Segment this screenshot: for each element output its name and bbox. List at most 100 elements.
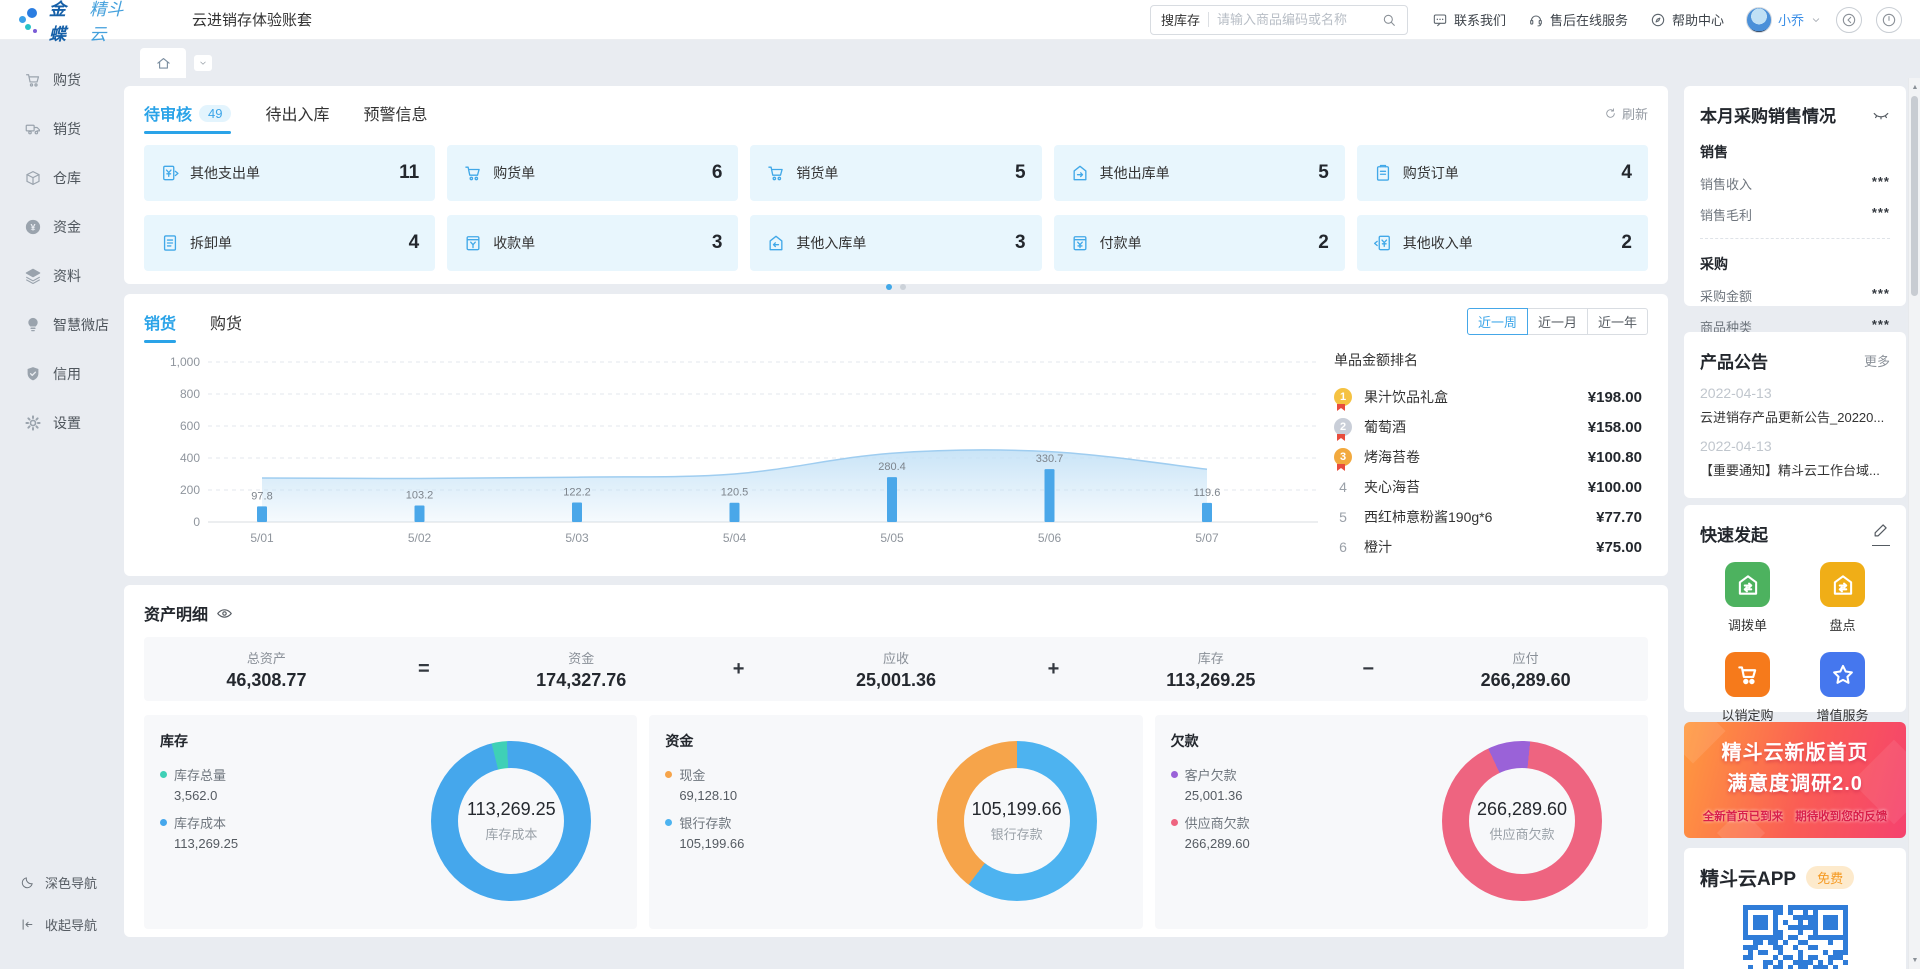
doc-label: 其他支出单: [190, 163, 260, 183]
doc-count: 3: [1015, 232, 1026, 254]
doc-card-disassembly[interactable]: 拆卸单4: [144, 215, 435, 271]
yen-in-doc-icon: [1373, 233, 1393, 253]
product-amount: ¥77.70: [1596, 509, 1642, 526]
search-icon[interactable]: [1381, 12, 1397, 28]
tab-sales[interactable]: 销货: [144, 310, 176, 334]
contact-us-link[interactable]: 联系我们: [1432, 10, 1506, 29]
doc-card-other-outbound[interactable]: 其他出库单5: [1054, 145, 1345, 201]
help-center-label: 帮助中心: [1672, 10, 1724, 29]
user-menu[interactable]: 小乔: [1746, 7, 1822, 33]
logout-button[interactable]: [1876, 7, 1902, 33]
doc-card-payment[interactable]: 付款单2: [1054, 215, 1345, 271]
doc-card-sales-order[interactable]: 销货单5: [750, 145, 1041, 201]
outbound-icon: [1070, 163, 1090, 183]
tab-pending-approval[interactable]: 待审核 49: [144, 101, 231, 125]
range-year-button[interactable]: 近一年: [1587, 308, 1648, 335]
doc-card-purchase-request[interactable]: 购货订单4: [1357, 145, 1648, 201]
workspace-switch-button[interactable]: [1836, 7, 1862, 33]
star-icon: [1830, 662, 1856, 688]
search-scope-label[interactable]: 搜库存: [1161, 10, 1200, 29]
after-sales-service-link[interactable]: 售后在线服务: [1528, 10, 1628, 29]
debts-donut-chart[interactable]: 266,289.60供应商欠款: [1442, 741, 1602, 901]
scroll-down-arrow[interactable]: ▼: [1909, 954, 1920, 966]
announcement-link[interactable]: 云进销存产品更新公告_20220...: [1700, 407, 1890, 426]
sales-trend-card: 销货 购货 近一周 近一月 近一年 02004006008001,00097.8…: [124, 294, 1668, 576]
doc-card-purchase-order[interactable]: 购货单6: [447, 145, 738, 201]
tab-label: 待出入库: [265, 101, 329, 125]
doc-card-other-income[interactable]: 其他收入单2: [1357, 215, 1648, 271]
sales-group-title: 销售: [1700, 142, 1890, 162]
shield-icon: [24, 365, 42, 383]
after-sales-label: 售后在线服务: [1550, 10, 1628, 29]
doc-label: 其他出库单: [1100, 163, 1170, 183]
product-amount: ¥158.00: [1588, 419, 1642, 436]
dark-nav-toggle[interactable]: 深色导航: [0, 867, 97, 897]
sidebar-item-purchase[interactable]: 购货: [0, 55, 110, 104]
tab-pending-in-out[interactable]: 待出入库: [265, 101, 329, 125]
more-link[interactable]: 更多: [1864, 351, 1890, 370]
collapse-nav-button[interactable]: 收起导航: [0, 909, 97, 939]
legend-dot: [160, 771, 167, 778]
eye-icon[interactable]: [216, 605, 233, 622]
sidebar-item-data[interactable]: 资料: [0, 251, 110, 300]
svg-text:97.8: 97.8: [251, 490, 272, 502]
ranking-row[interactable]: 4夹心海苔¥100.00: [1334, 472, 1642, 502]
quick-action-label: 盘点: [1829, 615, 1855, 634]
inventory-search[interactable]: 搜库存: [1150, 5, 1408, 35]
scroll-up-arrow[interactable]: ▲: [1909, 81, 1920, 93]
sidebar-item-sales[interactable]: 销货: [0, 104, 110, 153]
carousel-dot-2[interactable]: [900, 284, 906, 290]
ranking-row[interactable]: 1果汁饮品礼盒¥198.00: [1334, 382, 1642, 412]
home-tab[interactable]: [140, 48, 186, 78]
logo-mark-icon: [18, 7, 41, 33]
help-center-link[interactable]: 帮助中心: [1650, 10, 1724, 29]
cube-icon: [24, 169, 42, 187]
svg-text:600: 600: [180, 419, 200, 433]
svg-text:5/05: 5/05: [880, 531, 904, 545]
doc-card-other-inbound[interactable]: 其他入库单3: [750, 215, 1041, 271]
sidebar-item-smart-store[interactable]: 智慧微店: [0, 300, 110, 349]
sidebar-item-funds[interactable]: ¥资金: [0, 202, 110, 251]
asset-details-title: 资产明细: [144, 601, 208, 625]
quick-action-transfer[interactable]: 调拨单: [1700, 562, 1795, 634]
sidebar-item-warehouse[interactable]: 仓库: [0, 153, 110, 202]
announcement-link[interactable]: 【重要通知】精斗云工作台域...: [1700, 460, 1890, 479]
funds-panel: 资金 现金69,128.10 银行存款105,199.66 105,199.66…: [649, 715, 1142, 929]
ranking-row[interactable]: 6橙汁¥75.00: [1334, 532, 1642, 562]
quick-action-stocktake[interactable]: 盘点: [1795, 562, 1890, 634]
survey-banner[interactable]: 精斗云新版首页 满意度调研2.0 全新首页已到来期待收到您的反馈: [1684, 722, 1906, 838]
doc-card-other-expense[interactable]: 其他支出单11: [144, 145, 435, 201]
svg-text:200: 200: [180, 483, 200, 497]
range-week-button[interactable]: 近一周: [1467, 308, 1528, 335]
carousel-dot-1[interactable]: [886, 284, 892, 290]
eye-closed-icon[interactable]: [1872, 106, 1890, 124]
sidebar-item-label: 购货: [53, 70, 81, 90]
sidebar-item-label: 仓库: [53, 168, 81, 188]
search-input[interactable]: [1217, 12, 1373, 27]
sidebar-item-credit[interactable]: 信用: [0, 349, 110, 398]
ranking-row[interactable]: 5西红柿意粉酱190g*6¥77.70: [1334, 502, 1642, 532]
sidebar-item-settings[interactable]: 设置: [0, 398, 110, 447]
funds-donut-chart[interactable]: 105,199.66银行存款: [937, 741, 1097, 901]
doc-label: 购货单: [493, 163, 535, 183]
doc-card-receipt[interactable]: 收款单3: [447, 215, 738, 271]
quick-action-order-by-sales[interactable]: 以销定购: [1700, 652, 1795, 724]
inventory-donut-chart[interactable]: 113,269.25库存成本: [431, 741, 591, 901]
tab-dropdown-button[interactable]: [194, 55, 212, 71]
quick-action-value-added[interactable]: 增值服务: [1795, 652, 1890, 724]
edit-pencil-icon[interactable]: [1872, 521, 1890, 539]
page-scrollbar[interactable]: ▲ ▼: [1908, 78, 1920, 969]
layers-icon: [24, 267, 42, 285]
yen-pay-icon: [1070, 233, 1090, 253]
tab-purchase[interactable]: 购货: [210, 310, 242, 334]
tab-alerts[interactable]: 预警信息: [364, 101, 428, 125]
refresh-button[interactable]: 刷新: [1604, 104, 1648, 123]
sidebar-item-label: 智慧微店: [53, 315, 109, 335]
app-logo[interactable]: 金蝶 精斗云: [18, 0, 138, 45]
ranking-row[interactable]: 3烤海苔卷¥100.80: [1334, 442, 1642, 472]
range-month-button[interactable]: 近一月: [1527, 308, 1588, 335]
doc-count: 2: [1621, 232, 1632, 254]
ranking-row[interactable]: 2葡萄酒¥158.00: [1334, 412, 1642, 442]
scrollbar-thumb[interactable]: [1911, 96, 1918, 296]
divider: [1700, 238, 1890, 239]
